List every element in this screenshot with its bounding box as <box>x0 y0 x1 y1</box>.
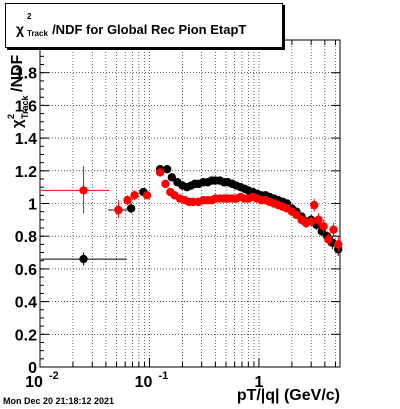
chart-title-box: χ 2 Track/NDF for Global Rec Pion EtapT <box>5 3 283 48</box>
y-tick-label: 0.4 <box>15 295 37 312</box>
tick-labels: 00.20.40.60.811.21.41.61.8210-210-11 <box>15 33 264 391</box>
y-tick-label: 0.6 <box>15 262 37 279</box>
axis-titles: pT/|q| (GeV/c) χ2 Track/NDF <box>6 54 340 404</box>
y-tick-label: 1.4 <box>15 131 37 148</box>
x-axis-title: pT/|q| (GeV/c) <box>237 387 340 404</box>
data-point <box>329 225 338 234</box>
data-point <box>126 204 136 213</box>
x-tick-label: 10 <box>25 374 43 391</box>
data-point <box>314 215 323 225</box>
data-point <box>161 179 170 189</box>
data-point <box>155 168 165 177</box>
y-axis-title-symbol: χ <box>9 119 26 128</box>
data-point <box>130 191 139 200</box>
y-tick-label: 0.2 <box>15 327 37 344</box>
data-point <box>306 217 316 226</box>
y-axis-title-text: /NDF <box>9 54 26 92</box>
x-tick-exponent: -2 <box>49 370 59 382</box>
y-axis-title: χ2 Track/NDF <box>6 54 30 128</box>
data-point <box>79 186 88 195</box>
data-point <box>162 164 172 174</box>
y-axis-title-sub: Track <box>20 94 30 119</box>
data-point <box>142 191 152 200</box>
data-point <box>334 240 343 249</box>
data-point <box>310 200 319 210</box>
y-tick-label: 1.8 <box>15 66 37 83</box>
x-tick-exponent: -1 <box>158 370 168 382</box>
y-axis-title-sup: 2 <box>6 114 16 119</box>
datestamp: Mon Dec 20 21:18:12 2021 <box>3 396 115 406</box>
title-text: /NDF for Global Rec Pion EtapT <box>52 22 247 37</box>
data-point <box>114 205 123 215</box>
y-tick-label: 1 <box>28 197 37 214</box>
axis-ticks <box>39 39 340 368</box>
y-tick-label: 0.8 <box>15 229 37 246</box>
data-point <box>324 235 333 244</box>
data-point <box>123 196 132 205</box>
title-chi-symbol: χ 2 Track <box>16 12 48 38</box>
series-red <box>40 165 343 253</box>
x-tick-label: 10 <box>135 374 153 391</box>
data-point <box>319 222 328 231</box>
chart-title: χ 2 Track/NDF for Global Rec Pion EtapT <box>16 12 247 38</box>
x-tick-label: 1 <box>254 374 263 391</box>
data-point <box>79 254 88 264</box>
data-point <box>167 173 177 182</box>
y-tick-label: 1.6 <box>15 98 37 115</box>
y-tick-label: 1.2 <box>15 164 37 181</box>
data-series <box>40 164 343 266</box>
y-tick-label: 0 <box>28 360 37 377</box>
